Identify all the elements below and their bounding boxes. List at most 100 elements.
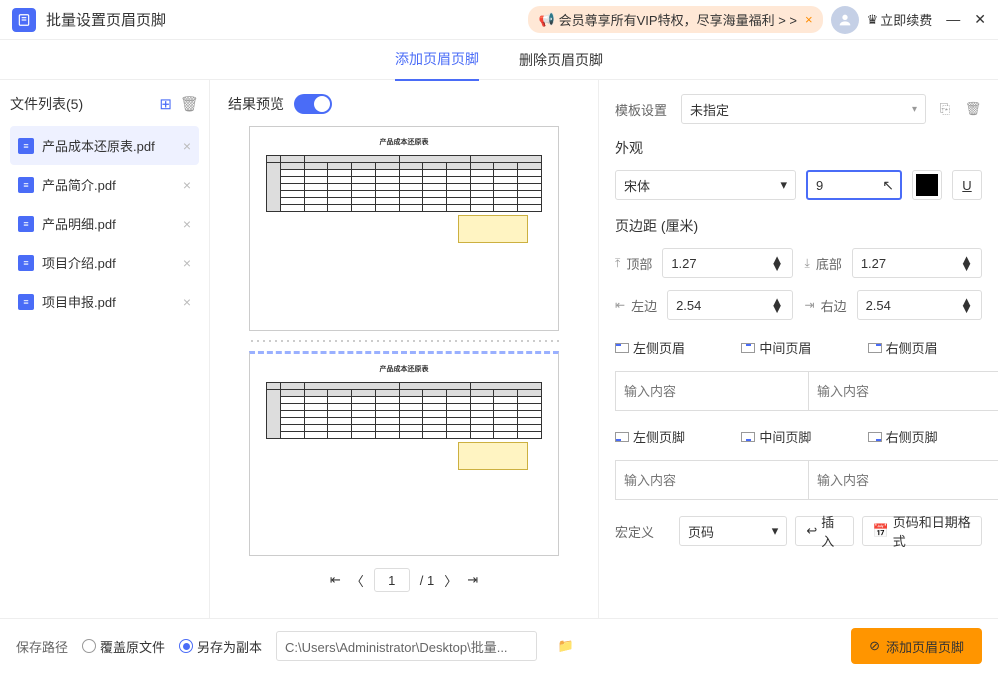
bottom-margin-icon: ⤓ [805,256,810,271]
remove-file-icon[interactable]: × [183,216,191,232]
save-template-icon[interactable]: ⎘ [936,100,954,118]
page-last-button[interactable]: ⇥ [467,572,478,588]
insert-macro-button[interactable]: ↩插入 [795,516,853,546]
preview-toggle[interactable] [294,94,332,114]
macro-label: 宏定义 [615,522,671,541]
add-file-icon[interactable]: ⊞ [159,95,172,113]
browse-folder-button[interactable]: 📁 [551,631,581,661]
file-list-title: 文件列表(5) [10,94,83,114]
top-margin-icon: ⤒ [615,256,620,271]
font-select[interactable]: 宋体▾ [615,170,796,200]
preview-title: 结果预览 [228,94,284,114]
remove-file-icon[interactable]: × [183,138,191,154]
header-left-input[interactable] [615,371,809,411]
insert-icon: ↩ [806,523,817,539]
page-prev-button[interactable]: 〈 [351,571,364,590]
footer-center-input[interactable] [809,460,998,500]
font-color-picker[interactable] [912,170,942,200]
speaker-icon: 📢 [538,12,554,28]
tab-add-header-footer[interactable]: 添加页眉页脚 [395,39,479,81]
delete-file-icon[interactable]: 🗑 [180,95,199,113]
header-center-icon [741,343,755,353]
bottom-margin-input[interactable]: 1.27▲▼ [852,248,982,278]
page-input[interactable] [374,568,410,592]
file-name: 产品明细.pdf [42,214,183,233]
file-name: 项目介绍.pdf [42,253,183,272]
file-item[interactable]: ≡ 产品简介.pdf× [10,165,199,204]
file-item[interactable]: ≡ 产品成本还原表.pdf× [10,126,199,165]
remove-file-icon[interactable]: × [183,255,191,271]
tab-remove-header-footer[interactable]: 删除页眉页脚 [519,40,603,80]
header-center-input[interactable] [809,371,998,411]
app-icon [12,8,36,32]
template-select[interactable]: 未指定▾ [681,94,926,124]
preview-note [458,442,528,470]
apply-button[interactable]: ⊘添加页眉页脚 [851,628,982,664]
file-list-sidebar: 文件列表(5) ⊞ 🗑 ≡产品成本还原表.pdf×≡产品简介.pdf×≡产品明细… [0,80,210,618]
file-icon: ≡ [18,294,34,310]
chevron-down-icon: ▾ [912,104,917,115]
header-left-icon [615,343,629,353]
window-title: 批量设置页眉页脚 [46,9,166,30]
footer-right-icon [868,432,882,442]
preview-panel: 结果预览 产品成本还原表 产品成本还原表 ⇤ 〈 / 1 〉 ⇥ [210,80,598,618]
delete-template-icon[interactable]: 🗑 [964,100,982,118]
save-as-radio[interactable]: 另存为副本 [179,637,262,656]
remove-file-icon[interactable]: × [183,294,191,310]
footer-bar: 保存路径 覆盖原文件 另存为副本 C:\Users\Administrator\… [0,618,998,673]
settings-panel: 模板设置 未指定▾ ⎘ 🗑 外观 宋体▾ 9↖ U 页边距 (厘米) ⤒顶部1.… [598,80,998,618]
minimize-button[interactable]: — [946,11,960,28]
crown-icon: ♛ [867,12,879,28]
check-icon: ⊘ [869,638,880,654]
chevron-down-icon: ▾ [772,523,779,539]
file-icon: ≡ [18,177,34,193]
vip-renew-button[interactable]: ♛立即续费 [867,10,933,29]
file-item[interactable]: ≡ 产品明细.pdf× [10,204,199,243]
left-margin-input[interactable]: 2.54▲▼ [667,290,792,320]
page-first-button[interactable]: ⇤ [330,572,341,588]
vip-banner[interactable]: 📢 会员尊享所有VIP特权，尽享海量福利 > > × [528,6,822,33]
underline-button[interactable]: U [952,170,982,200]
page-total: / 1 [420,573,434,588]
page-divider [249,339,559,343]
cursor-icon: ↖ [882,177,894,194]
preview-page: 产品成本还原表 [249,351,559,556]
file-name: 产品成本还原表.pdf [42,136,183,155]
footer-left-icon [615,432,629,442]
footer-center-icon [741,432,755,442]
right-margin-icon: ⇥ [805,298,815,312]
preview-page: 产品成本还原表 [249,126,559,331]
font-size-input[interactable]: 9↖ [806,170,902,200]
file-item[interactable]: ≡ 项目介绍.pdf× [10,243,199,282]
pager: ⇤ 〈 / 1 〉 ⇥ [228,556,580,604]
appearance-title: 外观 [615,138,982,158]
calendar-icon: 📅 [873,523,889,539]
file-icon: ≡ [18,255,34,271]
preview-note [458,215,528,243]
file-item[interactable]: ≡ 项目申报.pdf× [10,282,199,321]
footer-left-input[interactable] [615,460,809,500]
page-next-button[interactable]: 〉 [444,571,457,590]
file-name: 项目申报.pdf [42,292,183,311]
header-right-icon [868,343,882,353]
vip-close-icon[interactable]: × [805,12,813,27]
chevron-down-icon: ▾ [780,177,787,193]
save-path-label: 保存路径 [16,637,68,656]
margin-title: 页边距 (厘米) [615,216,982,236]
titlebar: 批量设置页眉页脚 📢 会员尊享所有VIP特权，尽享海量福利 > > × ♛立即续… [0,0,998,40]
main-tabs: 添加页眉页脚 删除页眉页脚 [0,40,998,80]
right-margin-input[interactable]: 2.54▲▼ [857,290,982,320]
template-label: 模板设置 [615,100,671,119]
file-icon: ≡ [18,138,34,154]
remove-file-icon[interactable]: × [183,177,191,193]
file-icon: ≡ [18,216,34,232]
top-margin-input[interactable]: 1.27▲▼ [662,248,792,278]
date-format-button[interactable]: 📅页码和日期格式 [862,516,982,546]
save-path-input[interactable]: C:\Users\Administrator\Desktop\批量... [276,631,537,661]
overwrite-radio[interactable]: 覆盖原文件 [82,637,165,656]
file-name: 产品简介.pdf [42,175,183,194]
macro-select[interactable]: 页码▾ [679,516,787,546]
close-button[interactable]: ✕ [974,11,986,28]
left-margin-icon: ⇤ [615,298,625,312]
avatar[interactable] [831,6,859,34]
